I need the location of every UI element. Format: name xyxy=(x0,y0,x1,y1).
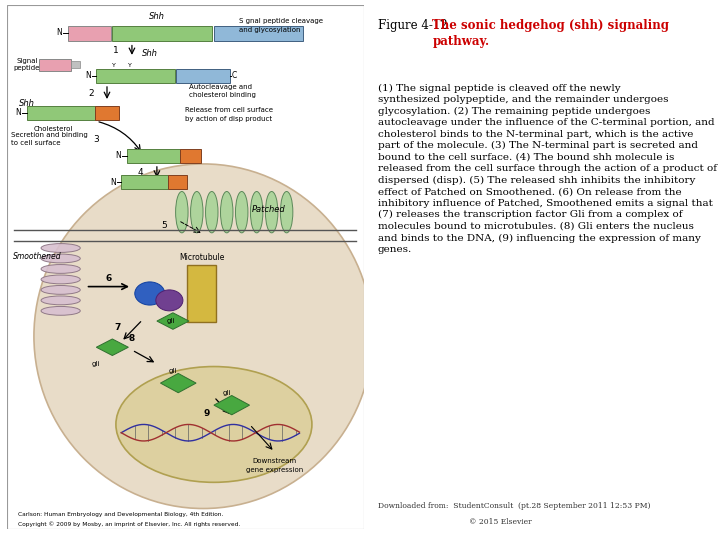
Text: 5: 5 xyxy=(161,221,167,231)
Ellipse shape xyxy=(34,164,372,509)
Text: 4: 4 xyxy=(138,168,144,177)
Text: Patched: Patched xyxy=(251,205,285,214)
Bar xyxy=(71,62,80,68)
Text: gli: gli xyxy=(168,368,177,374)
Ellipse shape xyxy=(176,192,188,233)
Text: Cholesterol: Cholesterol xyxy=(34,126,73,132)
Bar xyxy=(176,69,230,83)
Text: Smoothened: Smoothened xyxy=(12,252,61,261)
Text: Signal
peptide: Signal peptide xyxy=(14,58,40,71)
Text: N: N xyxy=(57,29,63,37)
Text: gli: gli xyxy=(222,390,230,396)
Text: C: C xyxy=(232,71,237,80)
Text: 7: 7 xyxy=(114,323,121,333)
Text: 6: 6 xyxy=(106,274,112,283)
Text: Carlson: Human Embryology and Developmental Biology, 4th Edition.: Carlson: Human Embryology and Developmen… xyxy=(18,511,223,517)
Text: © 2015 Elsevier: © 2015 Elsevier xyxy=(469,518,532,526)
Text: N: N xyxy=(110,178,116,187)
Polygon shape xyxy=(157,313,189,329)
Text: N: N xyxy=(16,109,22,117)
Text: Microtubule: Microtubule xyxy=(179,253,224,262)
Text: Shh: Shh xyxy=(19,99,35,108)
Text: Downloaded from:  StudentConsult  (pt.28 September 2011 12:53 PM): Downloaded from: StudentConsult (pt.28 S… xyxy=(378,502,650,510)
Text: by action of disp product: by action of disp product xyxy=(186,116,273,122)
Polygon shape xyxy=(96,339,128,355)
Text: The sonic hedgehog (shh) signaling
pathway.: The sonic hedgehog (shh) signaling pathw… xyxy=(433,19,670,48)
Ellipse shape xyxy=(41,275,80,284)
Text: gene expression: gene expression xyxy=(246,467,303,473)
Bar xyxy=(96,69,175,83)
Text: Copyright © 2009 by Mosby, an imprint of Elsevier, Inc. All rights reserved.: Copyright © 2009 by Mosby, an imprint of… xyxy=(18,521,240,526)
Ellipse shape xyxy=(41,265,80,273)
Text: 3: 3 xyxy=(94,134,99,144)
Text: Y: Y xyxy=(128,63,132,68)
Text: Y: Y xyxy=(112,63,116,68)
Ellipse shape xyxy=(220,192,233,233)
Bar xyxy=(68,25,111,40)
Circle shape xyxy=(156,290,183,311)
Bar xyxy=(40,59,71,71)
Text: 2: 2 xyxy=(88,89,94,98)
Text: 8: 8 xyxy=(129,334,135,343)
Ellipse shape xyxy=(205,192,218,233)
Bar xyxy=(94,106,120,120)
Text: Release from cell surface: Release from cell surface xyxy=(186,107,274,113)
Text: Secretion and binding: Secretion and binding xyxy=(11,132,88,138)
Bar xyxy=(180,148,202,163)
Bar xyxy=(187,265,216,322)
Text: Autocleavage and: Autocleavage and xyxy=(189,84,252,90)
Text: to cell surface: to cell surface xyxy=(11,140,60,146)
Text: N: N xyxy=(115,151,121,160)
Polygon shape xyxy=(161,374,196,393)
Ellipse shape xyxy=(251,192,263,233)
Circle shape xyxy=(135,282,165,305)
Ellipse shape xyxy=(280,192,293,233)
Bar xyxy=(112,25,212,40)
Text: 9: 9 xyxy=(204,409,210,418)
Text: (1) The signal peptide is cleaved off the newly
synthesized polypeptide, and the: (1) The signal peptide is cleaved off th… xyxy=(378,84,716,254)
Polygon shape xyxy=(214,395,250,415)
Ellipse shape xyxy=(41,306,80,315)
Ellipse shape xyxy=(191,192,203,233)
Bar xyxy=(214,25,303,40)
Text: cholesterol binding: cholesterol binding xyxy=(189,92,256,98)
Text: S gnal peptide cleavage: S gnal peptide cleavage xyxy=(239,18,323,24)
Text: 1: 1 xyxy=(113,45,119,55)
Text: gli: gli xyxy=(167,318,176,324)
Bar xyxy=(27,106,94,120)
Bar xyxy=(127,148,180,163)
Ellipse shape xyxy=(116,367,312,482)
Bar xyxy=(168,176,187,190)
Text: gli: gli xyxy=(92,361,101,367)
Text: Figure 4-12: Figure 4-12 xyxy=(378,19,451,32)
Ellipse shape xyxy=(235,192,248,233)
Ellipse shape xyxy=(41,254,80,263)
Text: and glycosylation: and glycosylation xyxy=(239,28,300,33)
Text: N: N xyxy=(85,71,91,80)
Ellipse shape xyxy=(41,244,80,252)
Ellipse shape xyxy=(41,296,80,305)
Text: Shh: Shh xyxy=(142,49,158,58)
Ellipse shape xyxy=(266,192,278,233)
Bar xyxy=(121,176,168,190)
Text: Shh: Shh xyxy=(149,12,165,21)
Text: Downstream: Downstream xyxy=(253,457,297,463)
Ellipse shape xyxy=(41,286,80,294)
